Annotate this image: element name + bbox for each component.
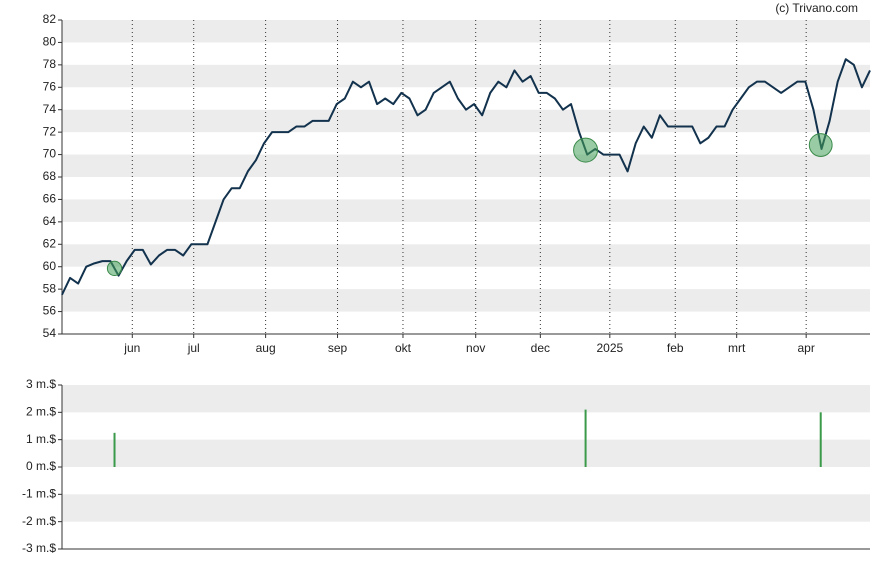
y-tick-label: 66 [43,192,57,206]
dividend-marker [573,137,599,163]
y-tick-label: 76 [43,79,57,93]
band [62,64,870,88]
band [62,109,870,133]
band [62,385,870,413]
y-tick-label: 62 [43,236,57,250]
x-tick-label: apr [797,341,814,355]
y-tick-label: 0 m.$ [26,459,56,473]
x-tick-label: feb [667,341,684,355]
y-tick-label: 80 [43,35,57,49]
y-tick-label: 58 [43,281,57,295]
y-tick-label: 82 [43,12,57,26]
band [62,20,870,43]
y-tick-label: 54 [43,326,57,340]
y-tick-label: 2 m.$ [26,405,56,419]
dividend-bar [819,412,822,467]
y-tick-label: -3 m.$ [22,541,56,555]
x-tick-label: jul [187,341,200,355]
x-tick-label: dec [531,341,550,355]
y-tick-label: 56 [43,304,57,318]
y-tick-label: -2 m.$ [22,514,56,528]
dividend-bar [113,432,116,467]
y-tick-label: 70 [43,147,57,161]
y-tick-label: 60 [43,259,57,273]
band [62,154,870,177]
y-tick-label: 1 m.$ [26,432,56,446]
y-tick-label: 72 [43,124,57,138]
x-tick-label: nov [466,341,485,355]
y-tick-label: 64 [43,214,57,228]
y-tick-label: 68 [43,169,57,183]
band [62,199,870,222]
dividend-bar [584,409,587,467]
y-tick-label: 74 [43,102,57,116]
band [62,494,870,522]
x-tick-label: jun [123,341,140,355]
band [62,289,870,312]
x-tick-label: mrt [728,341,746,355]
credit: (c) Trivano.com [775,1,858,15]
band [62,244,870,267]
x-tick-label: 2025 [596,341,623,355]
y-tick-label: 78 [43,57,57,71]
x-tick-label: aug [256,341,276,355]
y-tick-label: -1 m.$ [22,487,56,501]
band [62,439,870,467]
y-tick-label: 3 m.$ [26,377,56,391]
dividend-marker [808,133,833,157]
x-tick-label: okt [395,341,412,355]
price-line [61,58,871,296]
dividend-marker [106,260,123,277]
x-tick-label: sep [328,341,348,355]
